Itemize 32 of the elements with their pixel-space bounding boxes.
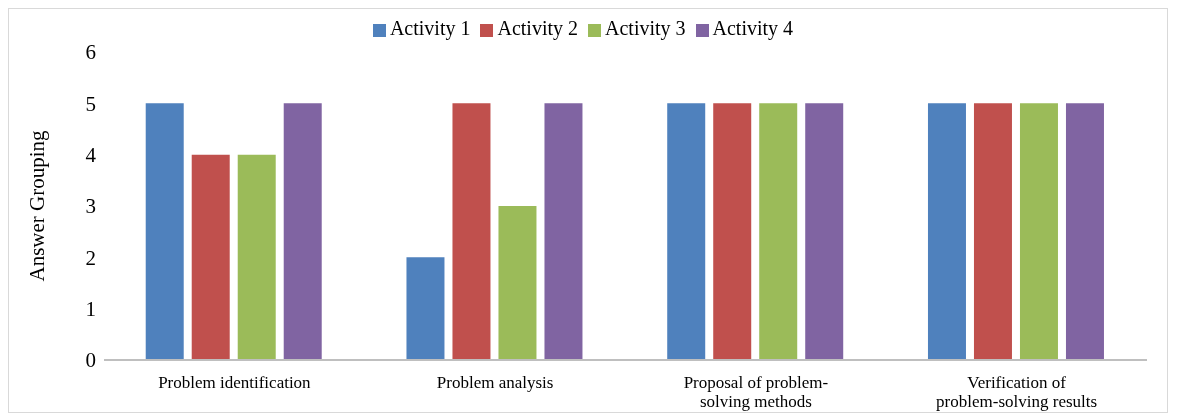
bar [805,103,844,360]
bar [406,257,445,360]
bar [145,103,184,360]
legend-label: Activity 4 [712,17,794,39]
bar [973,103,1012,360]
y-tick-label: 3 [85,194,96,219]
y-tick-label: 4 [85,143,97,168]
bar [927,103,966,360]
legend-label: Activity 2 [497,17,578,39]
y-tick-label: 5 [85,91,96,116]
legend-label: Activity 3 [605,17,686,39]
bar [713,103,752,360]
bar [1065,103,1104,360]
y-axis-title: Answer Grouping [25,129,50,282]
bar [759,103,798,360]
y-tick-label: 2 [85,245,96,270]
bar [667,103,706,360]
bar [191,154,230,360]
x-tick-label: Problem analysis [436,373,554,392]
bar [1019,103,1058,360]
y-tick-label: 1 [85,297,96,322]
y-tick-label: 0 [85,348,96,373]
y-tick-label: 6 [85,40,96,65]
bar [544,103,583,360]
x-tick-label: Problem identification [158,373,312,392]
bar [283,103,322,360]
bar [452,103,491,360]
legend-label: Activity 1 [389,17,471,39]
bar [498,206,537,360]
bar [237,154,276,360]
x-tick-label: Verification of problem-solving results [936,373,1098,411]
x-tick-label: Proposal of problem-solving methods [683,373,829,411]
